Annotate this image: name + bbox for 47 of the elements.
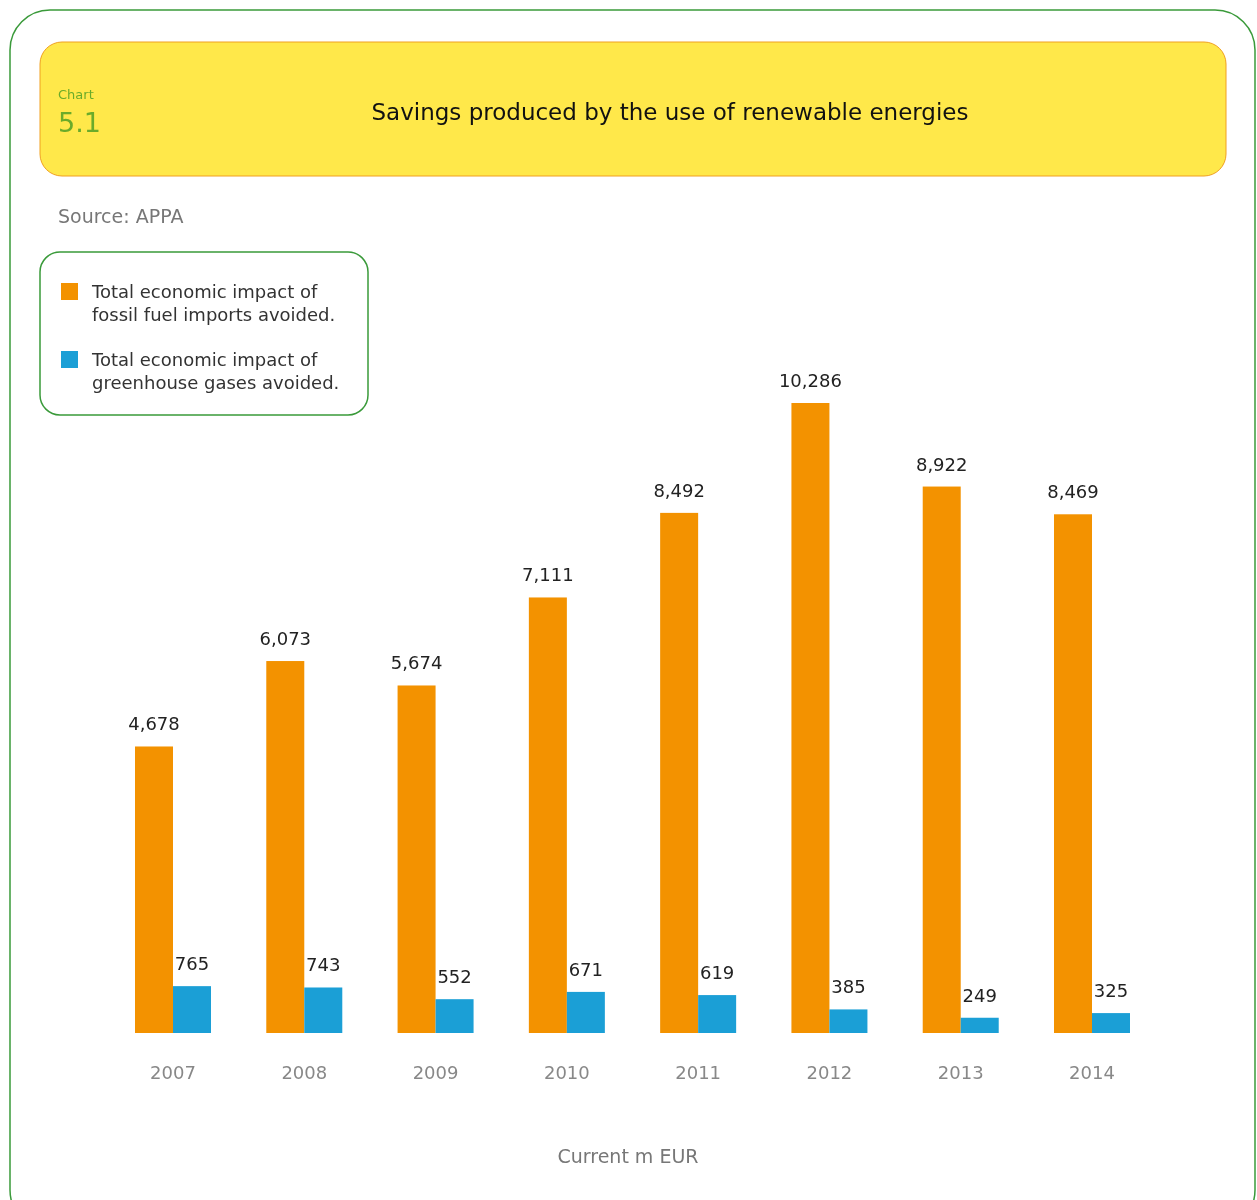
bar bbox=[660, 512, 699, 1033]
data-label: 325 bbox=[1093, 980, 1129, 1002]
data-label: 5,674 bbox=[390, 652, 443, 674]
text: 5.1 bbox=[58, 107, 101, 138]
bar bbox=[1054, 514, 1092, 1033]
bar bbox=[435, 999, 474, 1033]
bar bbox=[960, 1017, 999, 1033]
x-tick-label: 2013 bbox=[937, 1062, 984, 1083]
x-tick-label: 2014 bbox=[1069, 1062, 1115, 1083]
x-tick-label: 2012 bbox=[806, 1062, 853, 1083]
data-label: 765 bbox=[174, 953, 210, 975]
bar bbox=[922, 486, 961, 1033]
data-label: 4,678 bbox=[128, 713, 180, 735]
bar bbox=[397, 685, 436, 1033]
x-tick-label: 2007 bbox=[150, 1062, 196, 1083]
data-label: 385 bbox=[831, 976, 866, 998]
data-label: 8,469 bbox=[1047, 481, 1099, 503]
data-label: 552 bbox=[437, 966, 472, 988]
x-tick-label: 2010 bbox=[543, 1062, 590, 1083]
text: Chart bbox=[58, 87, 94, 102]
legend-label: Total economic impact of greenhouse gases avoided. bbox=[91, 349, 340, 393]
bar bbox=[135, 746, 173, 1033]
data-label: 8,922 bbox=[915, 453, 968, 475]
data-label: 8,492 bbox=[653, 479, 705, 501]
x-tick-label: 2011 bbox=[675, 1062, 722, 1083]
data-label: 6,073 bbox=[259, 628, 312, 650]
legend-label: Total economic impact of fossil fuel imports avoided. bbox=[91, 281, 336, 325]
data-label: 619 bbox=[699, 962, 735, 984]
bar bbox=[829, 1009, 868, 1033]
source-note: Source: APPA bbox=[58, 205, 184, 227]
x-axis-title: Current m EUR bbox=[557, 1145, 699, 1167]
data-label: 10,286 bbox=[778, 370, 842, 391]
bar bbox=[791, 403, 830, 1033]
bar bbox=[566, 991, 605, 1033]
bar bbox=[173, 986, 211, 1033]
x-tick-label: 2008 bbox=[281, 1062, 328, 1083]
x-tick-label: 2009 bbox=[412, 1062, 459, 1083]
bar bbox=[528, 597, 567, 1033]
data-label: 7,111 bbox=[522, 564, 574, 586]
bar bbox=[1092, 1013, 1130, 1033]
data-label: 743 bbox=[306, 954, 341, 976]
bar bbox=[698, 995, 737, 1033]
data-label: 249 bbox=[962, 984, 997, 1006]
data-label: 671 bbox=[568, 958, 604, 980]
bar bbox=[266, 661, 305, 1033]
chart-title: Savings produced by the use of renewable energies bbox=[371, 99, 969, 125]
bar bbox=[304, 987, 343, 1033]
